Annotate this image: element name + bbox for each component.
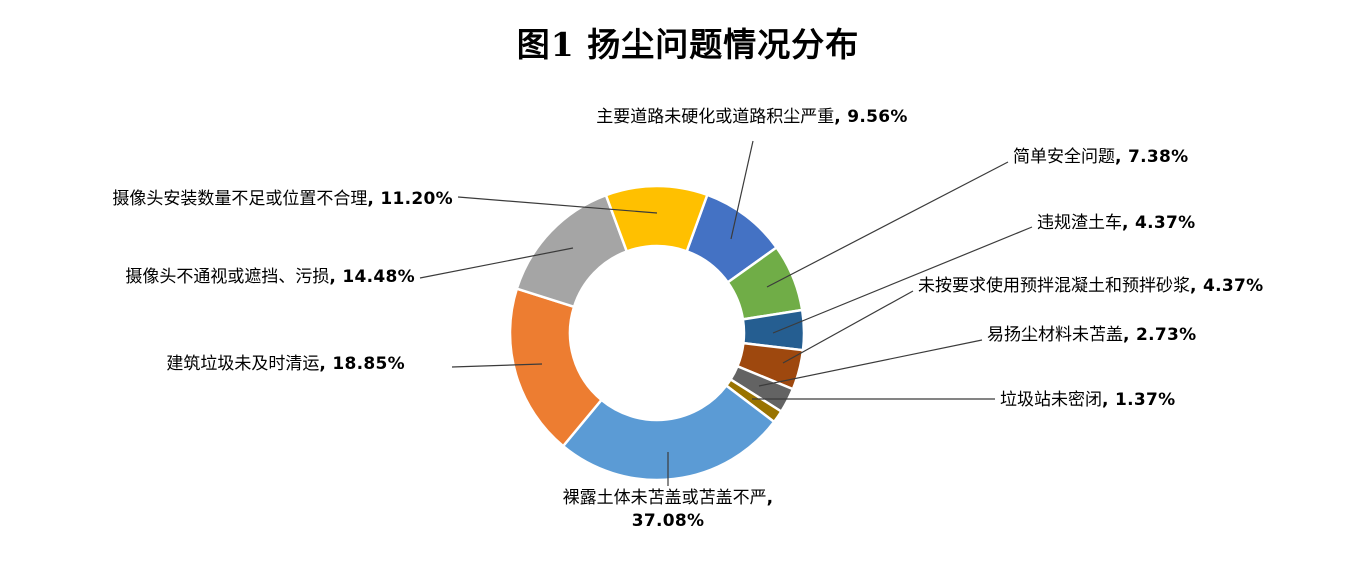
slice-label-text: 裸露土体未苫盖或苫盖不严 [562,488,767,508]
slice-label-text: 未按要求使用预拌混凝土和预拌砂浆 [918,276,1190,296]
slice-label: 主要道路未硬化或道路积尘严重, 9.56% [584,106,920,129]
slice-label-text: 摄像头不通视或遮挡、污损 [125,267,330,287]
slice-label-text: 垃圾站未密闭 [1000,390,1102,410]
slice-label-value: 37.08% [631,511,705,531]
pie-slice [561,384,776,482]
slice-label: 建筑垃圾未及时清运, 18.85% [105,353,405,376]
slice-label-separator: , [766,488,774,508]
slice-label-value: 1.37% [1114,390,1176,410]
slice-label-separator: , [329,267,343,287]
pie-slice [515,193,629,309]
slice-label-value: 11.20% [380,189,453,209]
leader-line [419,247,574,279]
slice-label-text: 简单安全问题 [1013,147,1115,167]
slice-label-separator: , [1123,325,1136,345]
pie-slice [604,184,709,253]
slice-label-value: 7.38% [1127,147,1189,167]
slice-label-text: 违规渣土车 [1037,213,1122,233]
slice-label: 垃圾站未密闭, 1.37% [1000,389,1300,412]
slice-label-value: 18.85% [332,354,405,374]
leader-line [451,363,543,368]
slice-label-value: 4.37% [1202,276,1264,296]
slice-label-separator: , [1115,147,1128,167]
slice-label: 裸露土体未苫盖或苫盖不严, 37.08% [518,487,818,533]
slice-label-separator: , [319,354,333,374]
slice-label-text: 摄像头安装数量不足或位置不合理 [112,189,368,209]
slice-label-separator: , [834,107,848,127]
leader-line [758,339,983,387]
slice-label-value: 4.37% [1134,213,1196,233]
leader-line [772,226,1033,334]
leader-line [782,290,914,364]
slice-label: 违规渣土车, 4.37% [1037,212,1337,235]
slice-label-separator: , [1122,213,1135,233]
slice-label-value: 14.48% [342,267,415,287]
slice-label: 摄像头安装数量不足或位置不合理, 11.20% [85,188,453,211]
slice-label: 未按要求使用预拌混凝土和预拌砂浆, 4.37% [918,275,1318,298]
leader-line [730,140,754,240]
slice-label: 易扬尘材料未苫盖, 2.73% [987,324,1287,347]
slice-label-value: 2.73% [1135,325,1197,345]
slice-label-separator: , [1102,390,1115,410]
leader-line [457,196,658,214]
slice-label-text: 建筑垃圾未及时清运 [166,354,320,374]
slice-label-text: 易扬尘材料未苫盖 [987,325,1123,345]
slice-label-text: 主要道路未硬化或道路积尘严重 [596,107,835,127]
leader-line [766,161,1009,288]
slice-label-separator: , [1190,276,1203,296]
slice-label-separator: , [367,189,381,209]
slice-label-value: 9.56% [847,107,908,127]
chart-title: 图1 扬尘问题情况分布 [516,25,860,64]
slice-label: 简单安全问题, 7.38% [1013,146,1343,169]
slice-label: 摄像头不通视或遮挡、污损, 14.48% [85,266,415,289]
